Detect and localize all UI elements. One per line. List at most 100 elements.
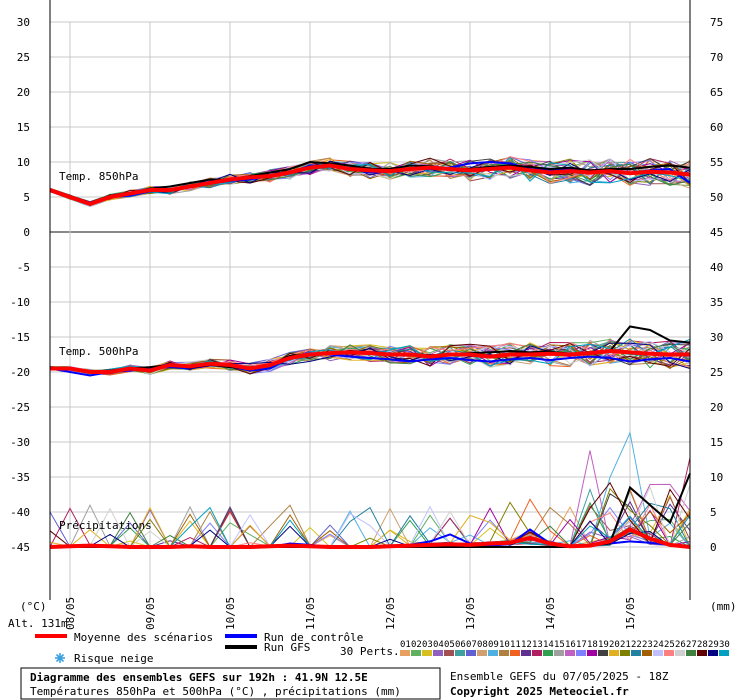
pert-id-label: 29 bbox=[708, 640, 719, 650]
pert-id-label: 05 bbox=[444, 640, 455, 650]
pert-id-label: 01 bbox=[400, 640, 411, 650]
right-tick-label: 35 bbox=[710, 296, 723, 309]
pert-swatch bbox=[477, 650, 487, 656]
pert-id-label: 11 bbox=[510, 640, 521, 650]
pert-id-label: 04 bbox=[433, 640, 444, 650]
legend-control-swatch bbox=[225, 634, 257, 638]
legend-snow: Risque neige bbox=[74, 652, 153, 665]
left-tick-label: 20 bbox=[17, 86, 30, 99]
pert-swatch bbox=[422, 650, 432, 656]
legend-control: Run de contrôle bbox=[264, 631, 363, 644]
right-tick-label: 65 bbox=[710, 86, 723, 99]
right-tick-label: 15 bbox=[710, 436, 723, 449]
pert-id-label: 18 bbox=[587, 640, 598, 650]
left-tick-label: 10 bbox=[17, 156, 30, 169]
pert-id-label: 17 bbox=[576, 640, 587, 650]
left-tick-label: -40 bbox=[10, 506, 30, 519]
pert-swatch bbox=[609, 650, 619, 656]
right-tick-label: 30 bbox=[710, 331, 723, 344]
legend-mean-swatch bbox=[35, 634, 67, 638]
pert-swatch bbox=[675, 650, 685, 656]
pert-swatch bbox=[631, 650, 641, 656]
pert-swatch bbox=[400, 650, 410, 656]
right-tick-label: 25 bbox=[710, 366, 723, 379]
pert-id-label: 30 bbox=[719, 640, 730, 650]
pert-id-label: 25 bbox=[664, 640, 675, 650]
left-tick-label: 25 bbox=[17, 51, 30, 64]
pert-swatch bbox=[587, 650, 597, 656]
pert-id-label: 22 bbox=[631, 640, 642, 650]
legend-gfs: Run GFS bbox=[264, 641, 310, 654]
right-tick-label: 5 bbox=[710, 506, 717, 519]
pert-id-label: 10 bbox=[499, 640, 510, 650]
pert-id-label: 13 bbox=[532, 640, 543, 650]
t500-mean-line bbox=[50, 348, 690, 374]
right-tick-label: 75 bbox=[710, 16, 723, 29]
precip-mean-line bbox=[49, 527, 691, 549]
date-label: 15/05 bbox=[624, 597, 637, 630]
pert-id-label: 21 bbox=[620, 640, 631, 650]
pert-id-label: 08 bbox=[477, 640, 488, 650]
pert-swatch bbox=[455, 650, 465, 656]
pert-swatch bbox=[510, 650, 520, 656]
pert-id-label: 06 bbox=[455, 640, 466, 650]
left-unit: (°C) bbox=[20, 600, 47, 613]
date-label: 11/05 bbox=[304, 597, 317, 630]
date-label: 13/05 bbox=[464, 597, 477, 630]
pert-swatch bbox=[433, 650, 443, 656]
right-unit: (mm) bbox=[710, 600, 737, 613]
pert-line bbox=[49, 345, 691, 375]
pert-id-label: 12 bbox=[521, 640, 532, 650]
pert-id-label: 03 bbox=[422, 640, 433, 650]
pert-id-label: 09 bbox=[488, 640, 499, 650]
left-tick-label: -20 bbox=[10, 366, 30, 379]
pert-swatch bbox=[686, 650, 696, 656]
pert-swatch bbox=[642, 650, 652, 656]
series-layer bbox=[49, 156, 691, 549]
right-tick-label: 45 bbox=[710, 226, 723, 239]
right-tick-label: 50 bbox=[710, 191, 723, 204]
left-tick-label: 0 bbox=[23, 226, 30, 239]
legend: Moyenne des scénarios Run de contrôle Ru… bbox=[35, 631, 730, 665]
pert-id-label: 15 bbox=[554, 640, 565, 650]
left-tick-label: 30 bbox=[17, 16, 30, 29]
copyright: Copyright 2025 Meteociel.fr bbox=[450, 685, 629, 698]
pert-swatch bbox=[708, 650, 718, 656]
legend-gfs-swatch bbox=[225, 645, 257, 649]
left-tick-label: -15 bbox=[10, 331, 30, 344]
run-info: Ensemble GEFS du 07/05/2025 - 18Z bbox=[450, 670, 669, 683]
pert-swatch bbox=[532, 650, 542, 656]
left-tick-label: -30 bbox=[10, 436, 30, 449]
right-tick-label: 55 bbox=[710, 156, 723, 169]
grid bbox=[50, 21, 690, 600]
right-tick-label: 60 bbox=[710, 121, 723, 134]
pert-id-label: 28 bbox=[697, 640, 708, 650]
pert-swatch bbox=[697, 650, 707, 656]
legend-perts: 30 Perts. bbox=[340, 645, 400, 658]
pert-swatch bbox=[466, 650, 476, 656]
pert-swatch bbox=[499, 650, 509, 656]
pert-id-label: 24 bbox=[653, 640, 664, 650]
pert-id-label: 16 bbox=[565, 640, 576, 650]
pert-id-label: 20 bbox=[609, 640, 620, 650]
right-tick-label: 20 bbox=[710, 401, 723, 414]
pert-swatch bbox=[653, 650, 663, 656]
t850-mean-line bbox=[49, 163, 691, 207]
pert-swatch bbox=[565, 650, 575, 656]
left-tick-label: -35 bbox=[10, 471, 30, 484]
pert-swatch bbox=[620, 650, 630, 656]
pert-id-label: 02 bbox=[411, 640, 422, 650]
date-label: 08/05 bbox=[64, 597, 77, 630]
right-tick-label: 70 bbox=[710, 51, 723, 64]
right-tick-label: 0 bbox=[710, 541, 717, 554]
pert-swatch bbox=[576, 650, 586, 656]
right-tick-label: 40 bbox=[710, 261, 723, 274]
pert-swatch bbox=[554, 650, 564, 656]
left-tick-label: -10 bbox=[10, 296, 30, 309]
right-tick-label: 10 bbox=[710, 471, 723, 484]
pert-swatch bbox=[664, 650, 674, 656]
pert-id-label: 27 bbox=[686, 640, 697, 650]
label-t850: Temp. 850hPa bbox=[59, 170, 138, 183]
